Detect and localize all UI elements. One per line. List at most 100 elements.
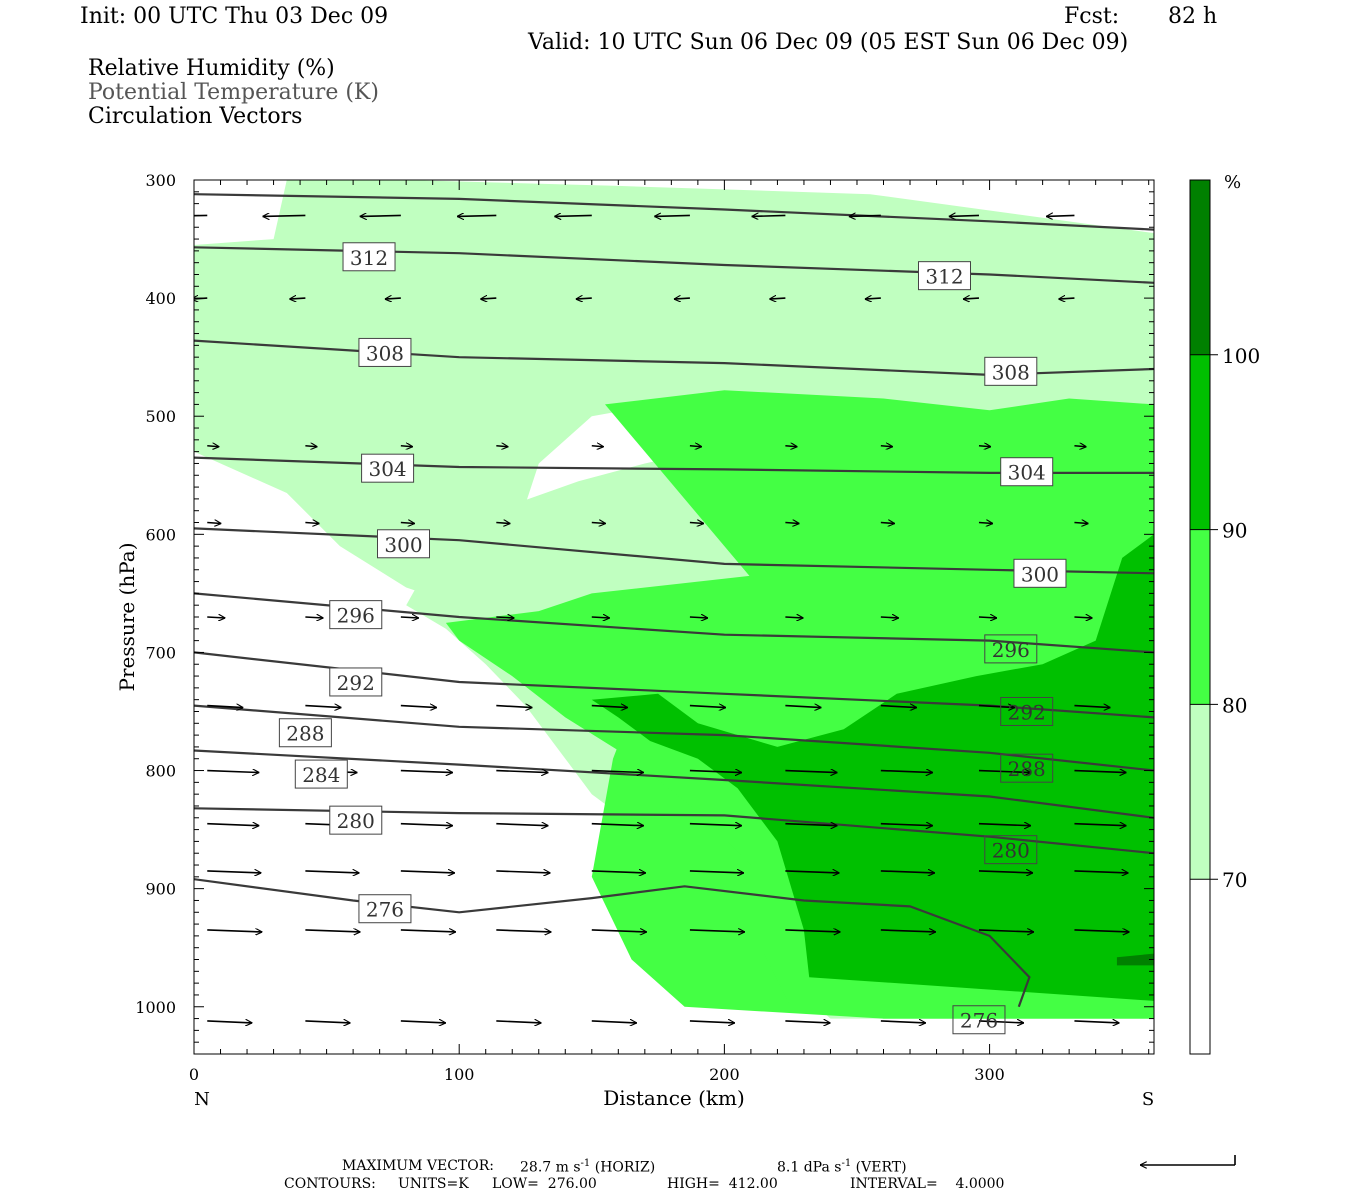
wind-vector [576, 298, 592, 299]
wind-vector [978, 824, 1031, 826]
wind-vector [496, 446, 508, 447]
contour-label-text: 276 [960, 1009, 998, 1033]
wind-vector [400, 446, 413, 447]
wind-vector [978, 871, 1033, 873]
contour-label-text: 292 [337, 671, 375, 695]
wind-vector [1046, 215, 1075, 216]
colorbar-label: 70 [1222, 868, 1247, 892]
colorbar-segment [1190, 180, 1210, 355]
wind-vector [457, 215, 497, 216]
rh-shading [194, 180, 1154, 1019]
wind-vector [1074, 1021, 1119, 1023]
wind-vector [400, 771, 453, 773]
contour-label-text: 276 [366, 898, 404, 922]
y-axis-title: Pressure (hPa) [115, 543, 139, 692]
colorbar-label: 100 [1222, 344, 1260, 368]
wind-vector [880, 771, 933, 773]
wind-vector [1074, 871, 1128, 873]
contour-label-box [1000, 457, 1054, 487]
contour-label-276: 276 [358, 894, 412, 924]
colorbar-label: 80 [1222, 693, 1247, 717]
wind-vector [785, 523, 799, 524]
contour-label-300: 300 [1013, 558, 1067, 588]
contour-label-box [329, 600, 383, 630]
wind-vector [480, 298, 497, 299]
wind-vector [1074, 771, 1126, 773]
forecast-hour-label: Fcst: [1064, 4, 1120, 29]
wind-vector [496, 617, 514, 618]
wind-vector [385, 298, 401, 299]
contour-label-text: 280 [337, 809, 375, 833]
wind-vector [207, 523, 221, 524]
wind-vector [880, 1021, 926, 1023]
wind-vector [207, 446, 219, 447]
contour-label-box [984, 835, 1038, 865]
contour-label-280: 280 [984, 835, 1038, 865]
wind-vector [785, 824, 837, 826]
wind-vector [591, 871, 646, 873]
contour-labels: 312 312 308 308 304 304 300 300 296 296 292 292 288 2… [278, 242, 1067, 1035]
colorbar-segment [1190, 354, 1210, 530]
wind-vector [978, 1021, 1024, 1023]
max-vector-horiz: 28.7 m s-1 (HORIZ) [520, 1158, 656, 1176]
field-theta: Potential Temperature (K) [88, 80, 379, 105]
wind-vector [880, 446, 893, 447]
contour-label-308: 308 [984, 356, 1038, 386]
contour-label-text: 300 [1021, 562, 1059, 586]
wind-vector [496, 771, 548, 773]
wind-vector [785, 706, 821, 708]
wind-vector [880, 617, 899, 618]
x-tick-label: 300 [974, 1065, 1005, 1084]
rh-region-90 [591, 534, 1154, 1001]
wind-vector [591, 523, 606, 524]
axes: 300 400 500 600 700 800 900 1000 0 100 200 300 [135, 171, 1154, 1084]
wind-vector [689, 824, 742, 826]
wind-vector [1074, 523, 1088, 524]
wind-vector [689, 771, 742, 773]
contour-label-box [294, 759, 348, 789]
wind-vector [305, 1021, 350, 1023]
wind-vector [880, 706, 917, 708]
wind-vector [207, 706, 243, 708]
wind-vector [194, 214, 208, 217]
wind-vector [978, 706, 1015, 708]
colorbar-frame [1189, 179, 1211, 1055]
wind-vector [305, 930, 360, 932]
wind-vector [689, 930, 745, 932]
contour-label-296: 296 [984, 634, 1038, 664]
wind-vector [689, 446, 702, 447]
wind-vector [880, 930, 936, 932]
wind-vector [400, 523, 415, 524]
x-end-label-north: N [194, 1089, 210, 1110]
rh-region-70 [194, 180, 1154, 612]
wind-vector [496, 523, 510, 524]
wind-vector [400, 871, 455, 873]
wind-vector [591, 1021, 637, 1023]
contour-label-text: 280 [992, 839, 1030, 863]
contour-label-288: 288 [1000, 753, 1054, 783]
contour-label-text: 300 [384, 533, 422, 557]
wind-vector [752, 215, 786, 216]
contour-label-box [342, 242, 396, 272]
wind-vector [207, 871, 261, 873]
wind-vector [496, 824, 548, 826]
wind-vector [978, 446, 991, 447]
contour-label-text: 304 [368, 457, 406, 481]
colorbar-segment [1190, 879, 1210, 1054]
x-axis-title: Distance (km) [603, 1086, 745, 1110]
wind-vector [1074, 930, 1129, 932]
wind-vector [769, 298, 786, 299]
wind-vector [674, 298, 690, 299]
wind-vector [1058, 298, 1075, 299]
contour-label-text: 296 [992, 638, 1030, 662]
theta-line-284 [194, 749, 1154, 819]
wind-vector [654, 215, 690, 216]
contour-label-box [358, 894, 412, 924]
wind-vector [400, 930, 456, 932]
horiz-exponent: -1 [580, 1158, 591, 1169]
contour-label-288: 288 [278, 718, 332, 748]
contour-label-box [1000, 753, 1054, 783]
contour-label-text: 288 [1008, 757, 1046, 781]
wind-vector [978, 771, 1031, 773]
contour-label-box [1000, 696, 1054, 726]
